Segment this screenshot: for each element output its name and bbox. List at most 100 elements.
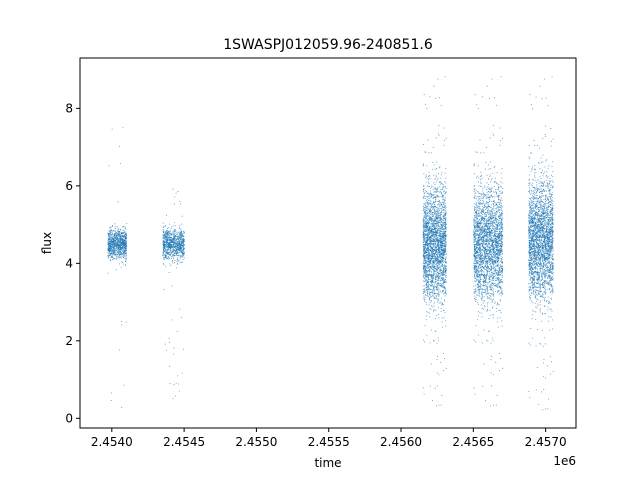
data-point <box>438 261 440 263</box>
data-point <box>432 212 434 213</box>
data-point <box>425 214 427 216</box>
data-point <box>431 280 433 282</box>
data-point <box>442 194 444 196</box>
data-point <box>169 240 170 242</box>
data-point <box>422 231 424 233</box>
data-point <box>437 208 439 210</box>
data-point <box>434 178 436 180</box>
data-point <box>423 393 425 395</box>
data-point <box>437 187 439 189</box>
data-point <box>439 181 441 183</box>
data-point <box>181 255 183 257</box>
data-point <box>428 279 430 280</box>
data-point <box>172 398 174 400</box>
data-point <box>124 234 126 235</box>
data-point <box>429 258 431 260</box>
data-point <box>443 213 445 215</box>
data-point <box>167 238 168 240</box>
data-point <box>108 233 110 234</box>
data-point <box>439 182 440 183</box>
data-point <box>172 238 174 240</box>
data-point <box>429 222 431 224</box>
data-point <box>495 290 496 292</box>
data-point <box>181 239 183 241</box>
data-point <box>431 205 433 206</box>
data-point <box>433 225 435 226</box>
data-point <box>445 279 446 281</box>
data-point <box>113 248 115 250</box>
data-point <box>428 221 429 223</box>
data-point <box>498 195 500 197</box>
data-point <box>173 233 175 235</box>
data-point <box>493 191 494 193</box>
data-point <box>501 259 502 261</box>
data-point <box>476 230 478 232</box>
data-point <box>119 248 121 250</box>
data-point <box>429 266 431 268</box>
data-point <box>444 238 446 240</box>
data-point <box>173 237 175 239</box>
data-point <box>424 251 426 253</box>
data-point <box>431 235 433 237</box>
data-point <box>438 285 440 286</box>
data-point <box>177 238 179 240</box>
data-point <box>430 279 432 281</box>
data-point <box>437 262 439 264</box>
data-point <box>478 208 480 210</box>
data-point <box>443 240 445 242</box>
data-point <box>429 289 431 291</box>
data-point <box>489 200 490 202</box>
data-point <box>170 239 172 241</box>
data-point <box>493 272 495 274</box>
data-point <box>433 237 435 239</box>
data-point <box>433 245 435 247</box>
data-point <box>183 248 185 250</box>
data-point <box>423 226 425 228</box>
data-point <box>479 279 481 281</box>
data-point <box>425 221 427 223</box>
data-point <box>433 207 435 209</box>
data-point <box>496 243 498 245</box>
data-point <box>486 235 488 237</box>
data-point <box>426 295 428 297</box>
data-point <box>173 236 175 238</box>
data-point <box>429 203 431 205</box>
data-point <box>429 219 431 221</box>
data-point <box>181 234 183 236</box>
data-point <box>428 202 430 204</box>
data-point <box>182 233 184 235</box>
data-point <box>487 211 489 213</box>
data-point <box>429 308 431 309</box>
data-point <box>181 256 183 258</box>
data-point <box>123 249 125 251</box>
data-point <box>427 238 429 240</box>
data-point <box>442 258 444 260</box>
data-point <box>170 226 172 228</box>
data-point <box>178 241 180 242</box>
data-point <box>431 251 433 253</box>
data-point <box>113 258 115 260</box>
data-point <box>435 252 437 254</box>
data-point <box>433 221 434 223</box>
data-point <box>425 274 427 276</box>
data-point <box>475 253 476 255</box>
data-point <box>440 239 441 241</box>
data-point <box>495 236 497 238</box>
data-point <box>431 255 433 257</box>
data-point <box>176 236 178 238</box>
data-point <box>428 287 430 289</box>
data-point <box>162 222 164 224</box>
data-point <box>440 269 442 271</box>
data-point <box>172 245 174 247</box>
data-point <box>432 258 434 260</box>
data-point <box>430 284 432 286</box>
data-point <box>111 255 112 257</box>
data-point <box>489 168 491 170</box>
data-point <box>423 216 425 218</box>
data-point <box>439 262 441 264</box>
data-point <box>444 222 445 224</box>
data-point <box>436 218 438 220</box>
data-point <box>431 292 433 294</box>
data-point <box>108 250 110 252</box>
data-point <box>436 230 438 232</box>
